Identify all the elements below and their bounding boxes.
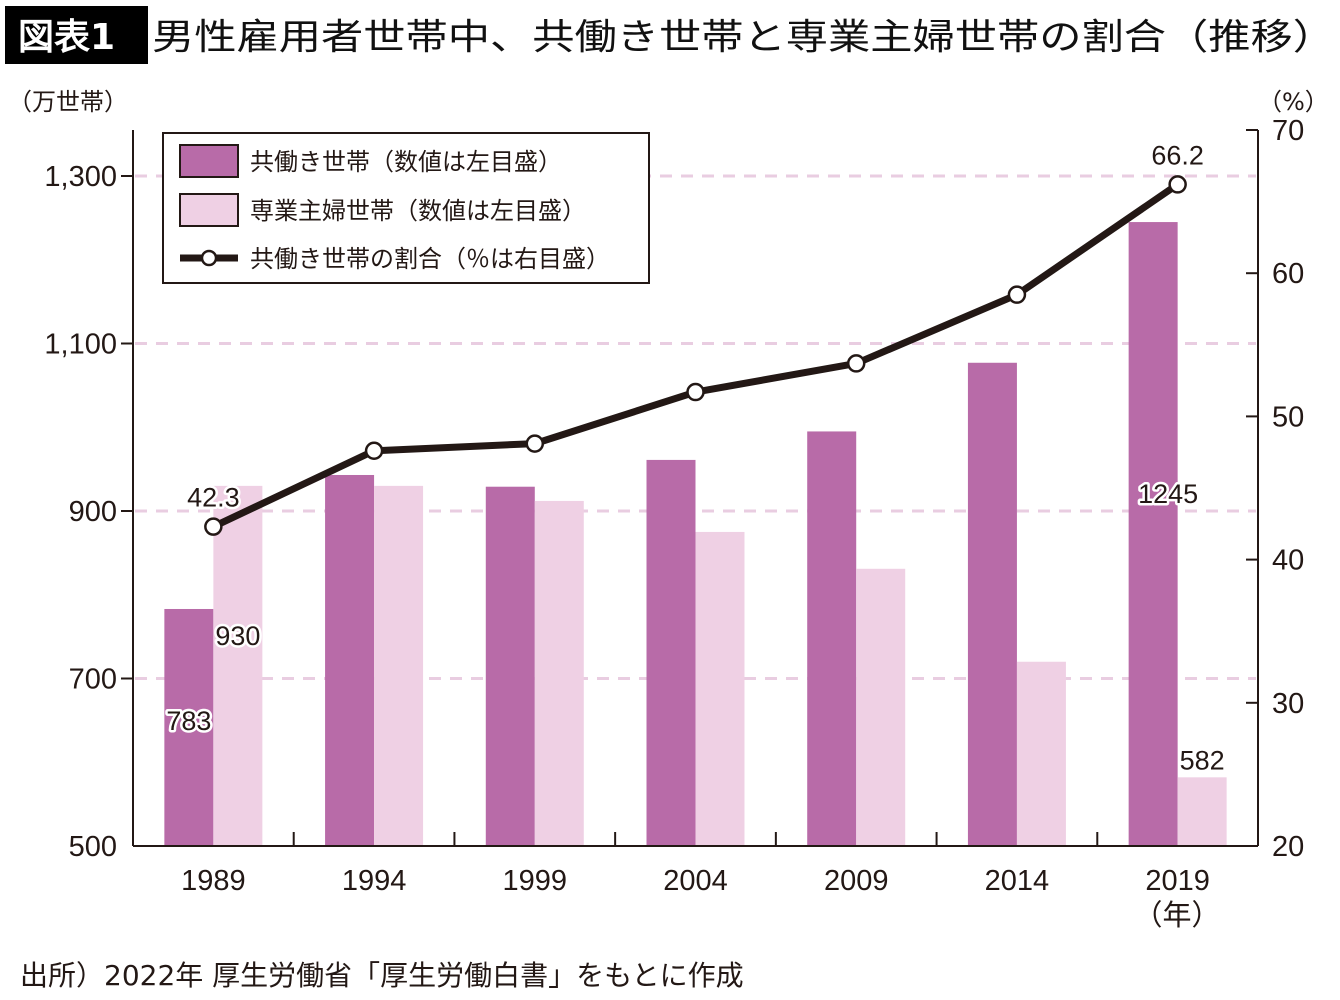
ratio-marker — [846, 354, 866, 373]
data-label: 42.3 — [187, 483, 240, 513]
ratio-marker — [1168, 175, 1187, 194]
left-tick-label: 900 — [69, 496, 117, 528]
bar-dual-income — [807, 431, 857, 846]
left-tick-label: 500 — [69, 831, 117, 863]
right-tick-label: 30 — [1272, 688, 1304, 720]
ratio-series — [204, 175, 1187, 536]
x-axis-unit: （年） — [1133, 899, 1220, 932]
right-tick-label: 70 — [1272, 115, 1304, 147]
legend-swatch-housewife — [179, 193, 239, 227]
legend-swatch-dual-income — [179, 144, 239, 178]
bar-dual-income — [325, 474, 375, 846]
x-tick-label: 1999 — [503, 865, 568, 897]
ratio-marker — [686, 382, 705, 402]
bar-housewife — [1016, 661, 1066, 846]
legend-label-housewife: 専業主婦世帯（数値は左目盛） — [250, 197, 586, 225]
left-tick-label: 1,100 — [44, 329, 117, 361]
data-label: 930 — [215, 621, 260, 651]
bar-dual-income — [164, 608, 214, 846]
title-badge-background — [5, 6, 148, 64]
bar-housewife — [1177, 777, 1227, 846]
legend-label-dual-income: 共働き世帯（数値は左目盛） — [250, 148, 562, 176]
right-tick-label: 20 — [1272, 831, 1304, 863]
data-label: 1245 — [1138, 479, 1198, 509]
bar-housewife — [213, 485, 263, 846]
legend-marker-icon — [200, 249, 218, 267]
data-label: 66.2 — [1151, 140, 1204, 170]
right-tick-label: 50 — [1272, 401, 1304, 433]
source-note: 出所）2022年 厚生労働省「厚生労働白書」をもとに作成 — [20, 959, 744, 992]
x-tick-label: 2009 — [824, 865, 889, 897]
bar-housewife — [856, 568, 906, 846]
right-axis-unit: （%） — [1258, 88, 1329, 116]
title-badge: 図表1 — [18, 17, 115, 58]
left-tick-label: 700 — [69, 664, 117, 696]
chart-title: 図表1 男性雇用者世帯中、共働き世帯と専業主婦世帯の割合（推移） — [5, 6, 1335, 64]
x-tick-label: 1989 — [181, 865, 246, 897]
bar-dual-income — [485, 486, 535, 846]
ratio-marker — [364, 441, 384, 461]
bar-dual-income — [646, 459, 696, 846]
ratio-marker — [525, 434, 545, 453]
bar-housewife — [695, 531, 745, 846]
data-labels: 783 930 42.3 1245 582 66.2 — [164, 138, 1227, 778]
left-axis-unit: （万世帯） — [8, 88, 128, 116]
title-text: 男性雇用者世帯中、共働き世帯と専業主婦世帯の割合（推移） — [152, 17, 1335, 58]
right-tick-label: 40 — [1272, 545, 1304, 577]
gridlines — [135, 174, 1256, 680]
ratio-marker — [204, 517, 223, 536]
left-tick-label: 1,300 — [44, 161, 117, 193]
right-tick-label: 60 — [1272, 258, 1304, 290]
legend-swatch-ratio-line — [180, 249, 238, 267]
bar-housewife — [534, 500, 584, 846]
x-tick-label: 2019 — [1145, 865, 1210, 897]
legend-box — [162, 132, 650, 284]
bars — [164, 222, 1227, 846]
bar-dual-income — [1128, 222, 1178, 846]
x-tick-label: 1994 — [342, 865, 407, 897]
bar-dual-income — [967, 362, 1017, 846]
bar-housewife — [374, 485, 424, 846]
data-label: 783 — [166, 706, 211, 736]
ratio-marker — [1007, 285, 1027, 304]
data-label: 582 — [1180, 745, 1225, 775]
axes: 500 700 900 1,100 1,300 20 30 40 50 60 70 1989 1994 1… — [44, 115, 1304, 897]
legend-label-ratio: 共働き世帯の割合（％は右目盛） — [250, 245, 610, 273]
x-tick-label: 2014 — [985, 865, 1050, 897]
x-tick-label: 2004 — [663, 865, 728, 897]
legend: 共働き世帯（数値は左目盛） 専業主婦世帯（数値は左目盛） 共働き世帯の割合（％は… — [162, 132, 650, 284]
